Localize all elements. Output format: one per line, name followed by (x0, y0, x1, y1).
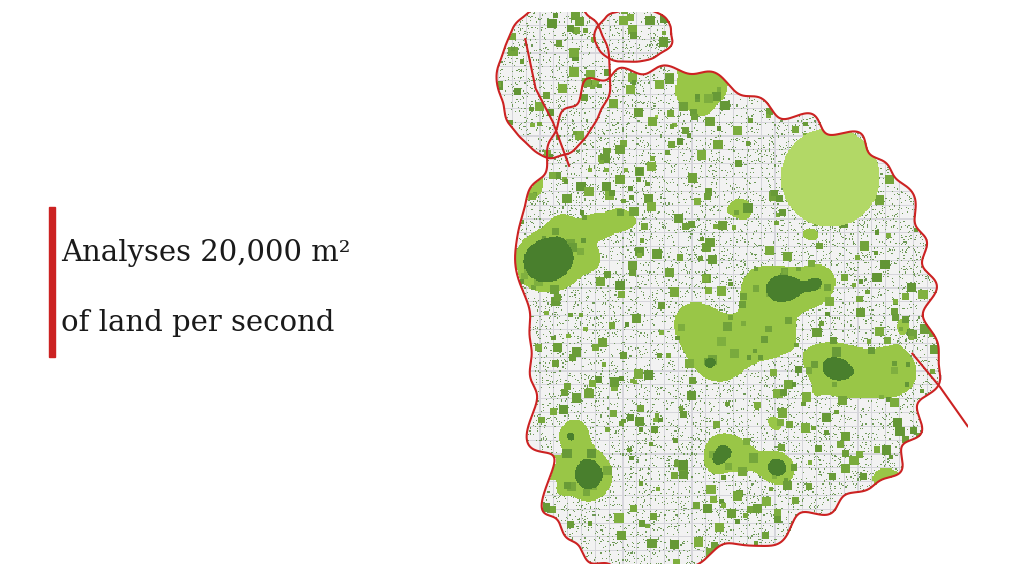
Bar (49, 207, 55, 357)
Text: of land per second: of land per second (61, 309, 335, 336)
Text: Analyses 20,000 m²: Analyses 20,000 m² (61, 240, 351, 267)
